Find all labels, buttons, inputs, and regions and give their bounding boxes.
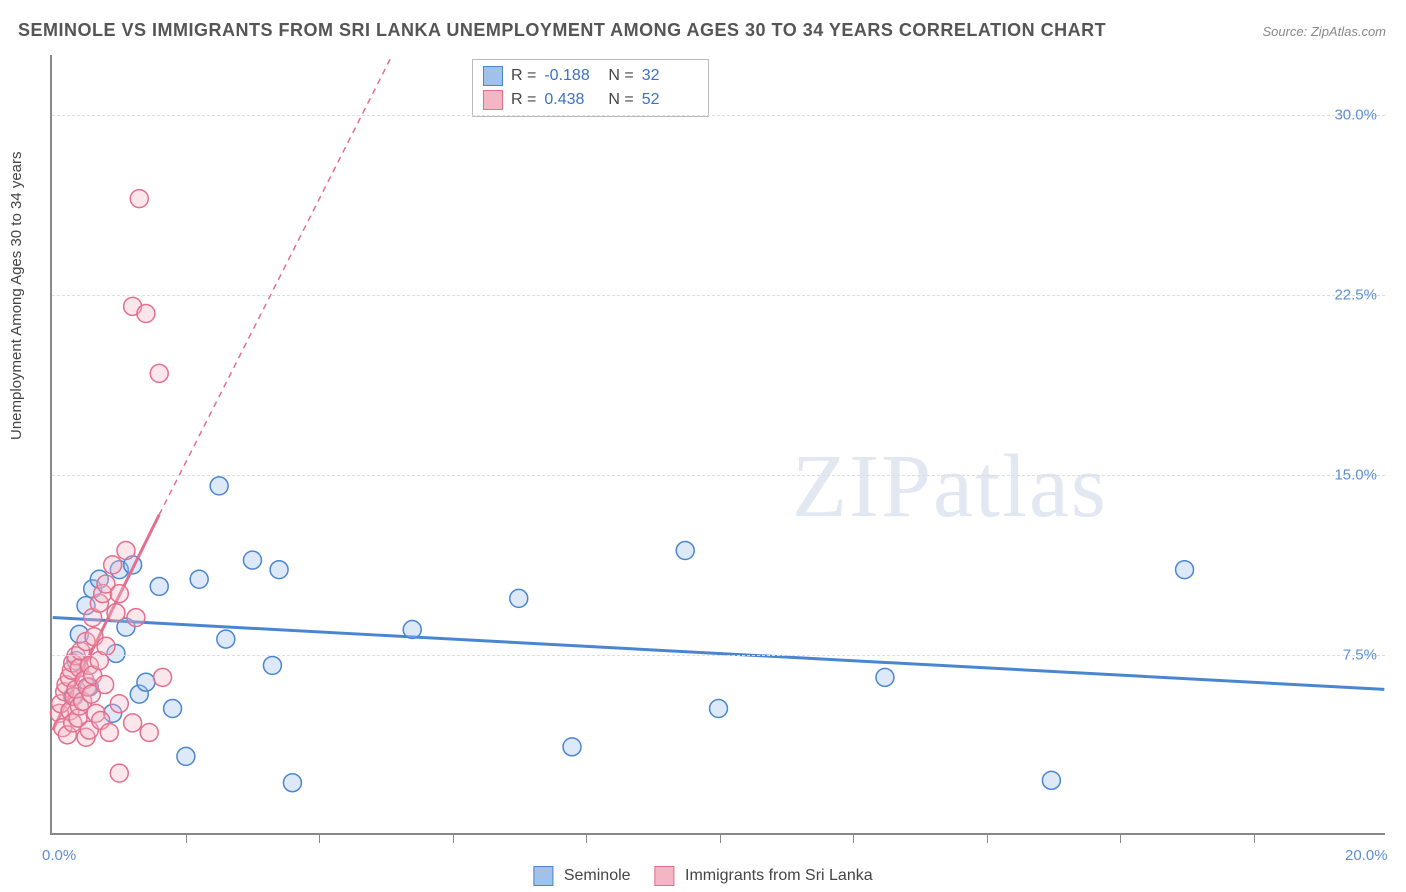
y-tick-label: 22.5% — [1334, 287, 1377, 304]
x-minor-tick — [586, 833, 587, 843]
legend-item-srilanka: Immigrants from Sri Lanka — [655, 866, 873, 886]
y-tick-label: 7.5% — [1343, 647, 1377, 664]
chart-title: SEMINOLE VS IMMIGRANTS FROM SRI LANKA UN… — [18, 20, 1106, 41]
x-tick-label: 20.0% — [1345, 847, 1388, 864]
x-minor-tick — [186, 833, 187, 843]
legend-label: Seminole — [564, 867, 631, 884]
y-axis-label: Unemployment Among Ages 30 to 34 years — [8, 151, 25, 440]
gridline-h — [52, 655, 1385, 656]
swatch-srilanka — [655, 866, 675, 886]
x-minor-tick — [853, 833, 854, 843]
plot-area: ZIPatlas R = -0.188 N = 32 R = 0.438 N =… — [50, 55, 1385, 835]
chart-container: SEMINOLE VS IMMIGRANTS FROM SRI LANKA UN… — [0, 0, 1406, 892]
gridline-h — [52, 115, 1385, 116]
chart-svg — [52, 55, 1385, 833]
x-minor-tick — [987, 833, 988, 843]
x-minor-tick — [720, 833, 721, 843]
x-minor-tick — [1120, 833, 1121, 843]
source-attribution: Source: ZipAtlas.com — [1262, 24, 1386, 39]
y-tick-label: 30.0% — [1334, 107, 1377, 124]
legend-label: Immigrants from Sri Lanka — [685, 867, 873, 884]
swatch-seminole — [533, 866, 553, 886]
x-minor-tick — [1254, 833, 1255, 843]
gridline-h — [52, 475, 1385, 476]
gridline-h — [52, 295, 1385, 296]
x-minor-tick — [319, 833, 320, 843]
legend-item-seminole: Seminole — [533, 866, 630, 886]
x-tick-label: 0.0% — [42, 847, 76, 864]
y-tick-label: 15.0% — [1334, 467, 1377, 484]
series-legend: Seminole Immigrants from Sri Lanka — [533, 866, 872, 886]
x-minor-tick — [453, 833, 454, 843]
